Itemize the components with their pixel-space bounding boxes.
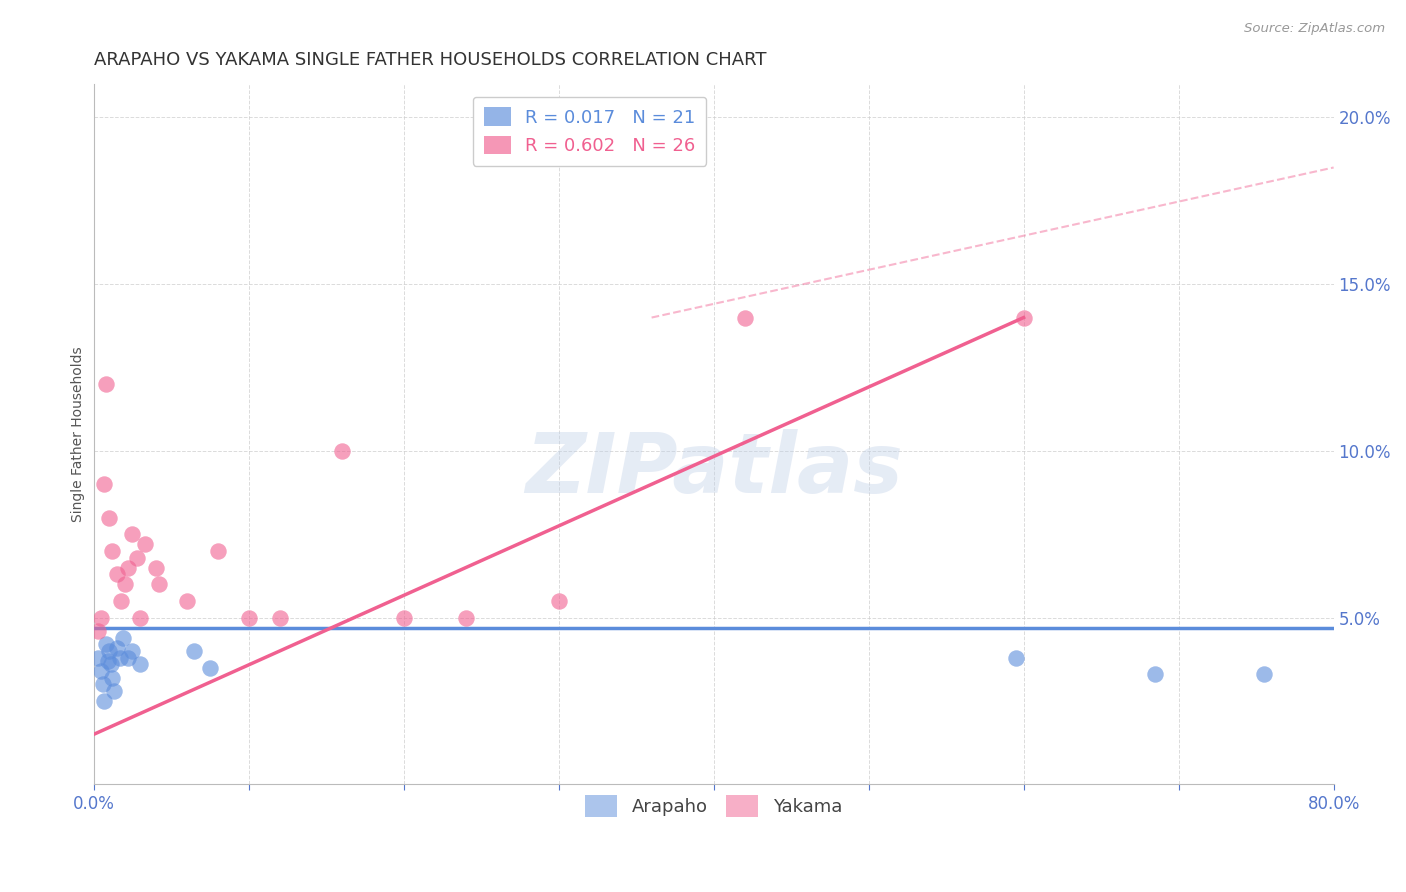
- Point: [94, 637, 117, 651]
- Point: [1012, 310, 1035, 325]
- Point: [207, 544, 229, 558]
- Point: [121, 527, 143, 541]
- Point: [547, 594, 569, 608]
- Point: [94, 377, 117, 392]
- Point: [117, 650, 139, 665]
- Point: [269, 610, 291, 624]
- Point: [91, 677, 114, 691]
- Point: [183, 644, 205, 658]
- Point: [330, 444, 353, 458]
- Point: [129, 657, 152, 672]
- Y-axis label: Single Father Households: Single Father Households: [72, 346, 86, 522]
- Point: [101, 544, 124, 558]
- Point: [1253, 667, 1275, 681]
- Point: [454, 610, 477, 624]
- Point: [111, 631, 134, 645]
- Point: [103, 684, 125, 698]
- Point: [1005, 650, 1028, 665]
- Point: [145, 560, 167, 574]
- Point: [734, 310, 756, 325]
- Point: [101, 671, 124, 685]
- Point: [100, 657, 122, 672]
- Text: ZIPatlas: ZIPatlas: [524, 429, 903, 510]
- Point: [110, 594, 132, 608]
- Point: [90, 664, 112, 678]
- Point: [93, 694, 115, 708]
- Point: [96, 654, 118, 668]
- Point: [148, 577, 170, 591]
- Point: [98, 510, 121, 524]
- Point: [90, 610, 112, 624]
- Point: [134, 537, 156, 551]
- Point: [198, 661, 221, 675]
- Point: [93, 477, 115, 491]
- Point: [125, 550, 148, 565]
- Text: Source: ZipAtlas.com: Source: ZipAtlas.com: [1244, 22, 1385, 36]
- Point: [98, 644, 121, 658]
- Point: [87, 650, 110, 665]
- Point: [1144, 667, 1167, 681]
- Point: [108, 650, 131, 665]
- Legend: Arapaho, Yakama: Arapaho, Yakama: [578, 788, 849, 824]
- Point: [238, 610, 260, 624]
- Text: ARAPAHO VS YAKAMA SINGLE FATHER HOUSEHOLDS CORRELATION CHART: ARAPAHO VS YAKAMA SINGLE FATHER HOUSEHOL…: [94, 51, 766, 69]
- Point: [87, 624, 110, 638]
- Point: [129, 610, 152, 624]
- Point: [114, 577, 136, 591]
- Point: [176, 594, 198, 608]
- Point: [392, 610, 415, 624]
- Point: [105, 567, 128, 582]
- Point: [105, 640, 128, 655]
- Point: [117, 560, 139, 574]
- Point: [121, 644, 143, 658]
